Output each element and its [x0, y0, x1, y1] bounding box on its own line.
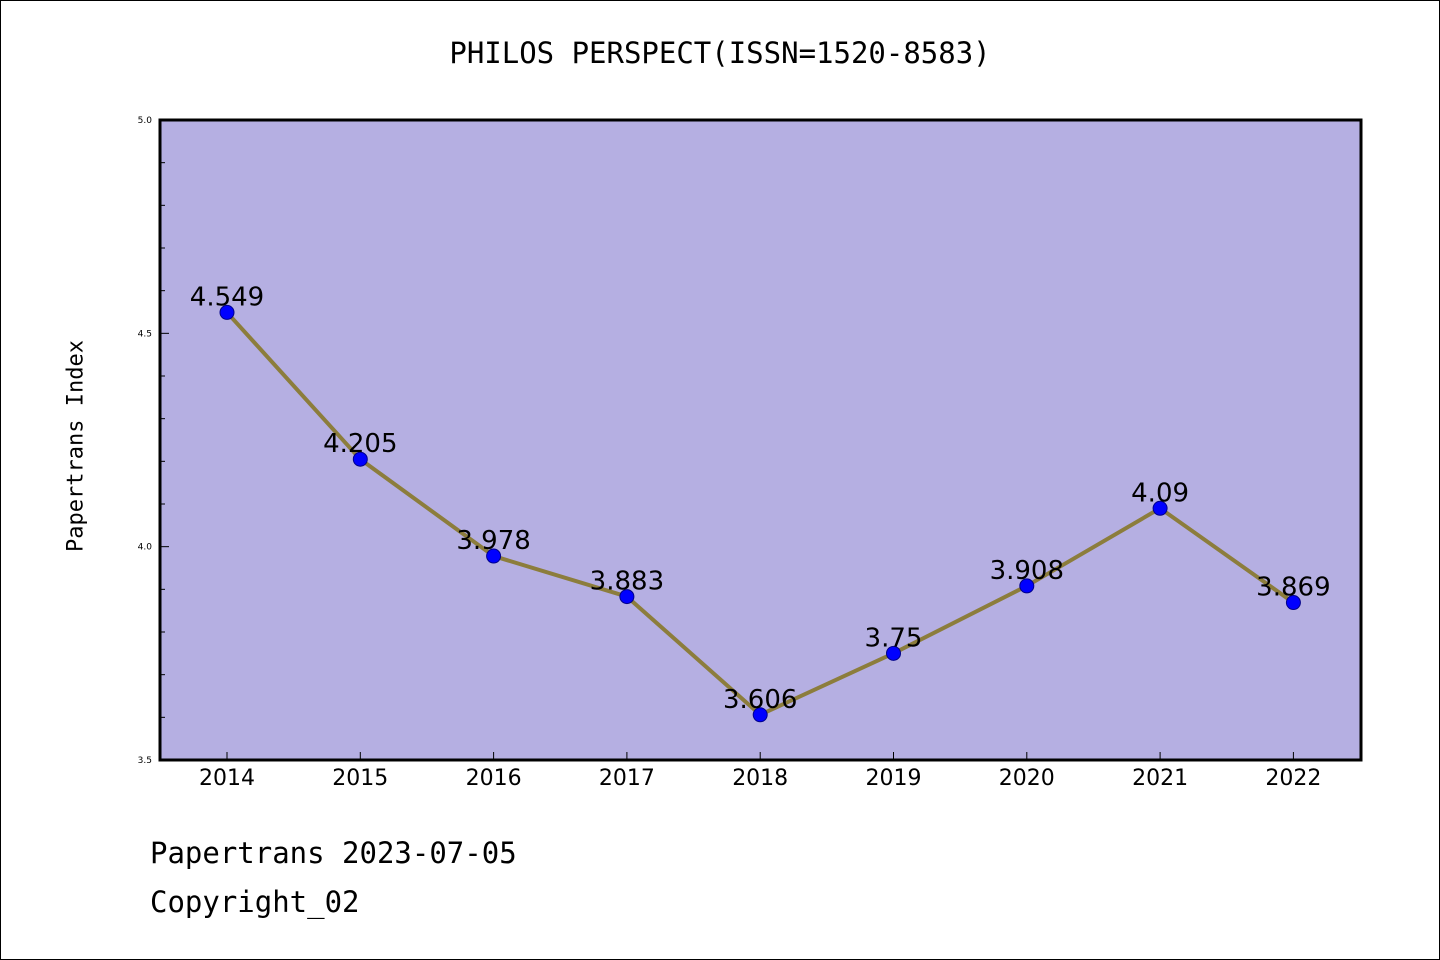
footer-copyright: Copyright_02 — [150, 885, 360, 919]
data-point — [619, 589, 635, 605]
y-tick-label: 4.0 — [138, 543, 153, 553]
x-tick-label: 2022 — [1265, 766, 1321, 791]
x-tick-label: 2016 — [466, 766, 522, 791]
data-label: 4.205 — [323, 429, 397, 459]
x-tick-label: 2021 — [1132, 766, 1188, 791]
data-point — [1152, 500, 1168, 516]
x-tick-label: 2015 — [332, 766, 388, 791]
footer-date: Papertrans 2023-07-05 — [150, 836, 517, 870]
data-label: 4.549 — [190, 282, 264, 312]
plot-border — [158, 118, 1363, 762]
data-point — [219, 304, 235, 320]
data-point — [486, 548, 502, 564]
y-tick-label: 4.5 — [138, 329, 152, 339]
data-label: 3.978 — [456, 526, 530, 556]
data-label: 3.883 — [590, 567, 664, 597]
y-tick-label: 3.5 — [138, 756, 152, 766]
data-point — [886, 645, 901, 661]
data-point — [752, 707, 768, 723]
x-tick-label: 2014 — [199, 766, 255, 791]
plot-area — [160, 120, 1361, 760]
x-tick-label: 2020 — [999, 766, 1055, 791]
data-label: 4.09 — [1131, 478, 1189, 508]
x-tick-label: 2018 — [732, 766, 788, 791]
x-tick-label: 2017 — [599, 766, 655, 791]
data-point — [352, 451, 368, 467]
data-label: 3.869 — [1256, 573, 1330, 603]
data-point — [1285, 595, 1301, 611]
data-label: 3.606 — [723, 685, 797, 715]
x-tick-label: 2019 — [866, 766, 922, 791]
data-label: 3.75 — [865, 623, 923, 653]
data-label: 3.908 — [990, 556, 1064, 586]
y-tick-label: 5.0 — [138, 116, 153, 126]
data-point — [1019, 578, 1035, 594]
chart-title: PHILOS PERSPECT(ISSN=1520-8583) — [449, 36, 991, 70]
